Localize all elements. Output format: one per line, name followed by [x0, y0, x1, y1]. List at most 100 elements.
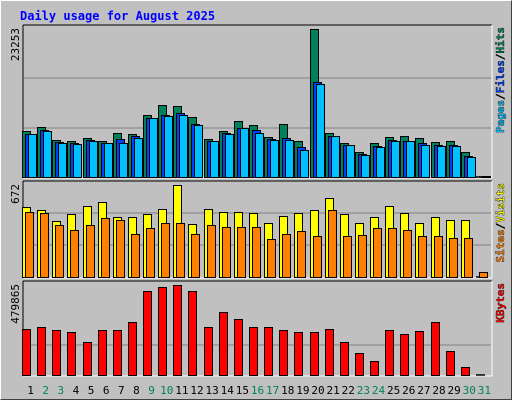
bar-kbytes	[204, 327, 213, 376]
legend-entry: Visits	[494, 183, 507, 223]
chart-title: Daily usage for August 2025	[20, 9, 216, 23]
bar-kbytes	[37, 327, 46, 376]
bar-sites	[434, 236, 443, 278]
legend-entry: Files	[494, 60, 507, 93]
day-label: 13	[205, 384, 218, 397]
day-label: 23	[357, 384, 370, 397]
bar-sites	[101, 218, 110, 278]
bar-sites	[161, 223, 170, 278]
bar-pages	[361, 155, 370, 178]
day-label: 7	[118, 384, 125, 397]
y-max-label: 23253	[9, 28, 22, 61]
bar-pages	[43, 131, 52, 178]
day-label: 9	[148, 384, 155, 397]
bar-sites	[207, 225, 216, 278]
day-label: 14	[221, 384, 235, 397]
bar-sites	[191, 234, 200, 278]
bar-pages	[270, 140, 279, 178]
bar-kbytes	[22, 329, 31, 376]
bar-sites	[55, 225, 64, 278]
bar-pages	[240, 128, 249, 178]
bar-kbytes	[67, 332, 76, 376]
bar-pages	[406, 141, 415, 178]
day-label: 8	[133, 384, 140, 397]
day-label: 15	[236, 384, 249, 397]
day-label: 19	[296, 384, 309, 397]
bar-kbytes	[249, 327, 258, 376]
bar-kbytes	[446, 351, 455, 376]
day-label: 28	[432, 384, 445, 397]
series-legend: Sites/Visits	[494, 183, 507, 263]
bar-sites	[373, 228, 382, 278]
day-label: 17	[266, 384, 279, 397]
y-max-label: 672	[9, 184, 22, 204]
bar-sites	[403, 230, 412, 278]
bar-kbytes	[234, 319, 243, 376]
bar-sites	[116, 220, 125, 278]
bar-pages	[28, 134, 37, 178]
bar-sites	[222, 227, 231, 278]
bar-kbytes	[264, 327, 273, 376]
day-label: 3	[58, 384, 65, 397]
bar-sites	[25, 212, 34, 278]
bar-kbytes	[294, 332, 303, 376]
bar-kbytes	[128, 322, 137, 376]
bar-pages	[89, 141, 98, 178]
day-label: 11	[175, 384, 188, 397]
bar-sites	[70, 230, 79, 278]
bar-sites	[358, 235, 367, 278]
day-label: 21	[327, 384, 340, 397]
bar-sites	[40, 213, 49, 278]
bar-pages	[467, 157, 476, 178]
bar-kbytes	[310, 332, 319, 376]
day-label: 27	[417, 384, 430, 397]
day-label: 29	[448, 384, 461, 397]
legend-entry: KBytes	[494, 283, 507, 323]
day-label: 18	[281, 384, 294, 397]
bar-kbytes	[279, 330, 288, 376]
bar-kbytes	[400, 334, 409, 376]
bar-sites	[131, 234, 140, 278]
legend-entry: /	[494, 53, 507, 60]
bar-pages	[376, 147, 385, 178]
day-label: 1	[27, 384, 34, 397]
bar-sites	[313, 236, 322, 278]
bar-pages	[58, 143, 67, 178]
bar-sites	[449, 238, 458, 278]
bar-sites	[86, 225, 95, 278]
day-label: 16	[251, 384, 264, 397]
day-label: 30	[463, 384, 476, 397]
bar-kbytes	[98, 330, 107, 376]
bar-pages	[119, 143, 128, 178]
legend-entry: /	[494, 93, 507, 100]
bar-kbytes	[415, 331, 424, 376]
bar-pages	[179, 115, 188, 178]
bar-pages	[194, 125, 203, 178]
bar-pages	[421, 145, 430, 178]
day-label: 24	[372, 384, 386, 397]
bar-sites	[297, 231, 306, 278]
bar-kbytes	[461, 367, 470, 376]
bar-sites	[176, 223, 185, 278]
day-label: 5	[88, 384, 95, 397]
bar-kbytes	[355, 353, 364, 376]
bar-pages	[164, 116, 173, 178]
bar-pages	[104, 143, 113, 178]
bar-kbytes	[385, 330, 394, 376]
legend-entry: Sites	[494, 229, 507, 262]
day-label: 25	[387, 384, 400, 397]
bar-kbytes	[113, 330, 122, 376]
bar-sites	[328, 210, 337, 278]
day-label: 6	[103, 384, 110, 397]
bar-kbytes	[52, 330, 61, 376]
bar-pages	[73, 144, 82, 178]
bar-sites	[418, 236, 427, 278]
bar-pages	[210, 141, 219, 178]
bar-sites	[464, 238, 473, 278]
bar-pages	[225, 134, 234, 178]
bar-kbytes	[173, 285, 182, 376]
bar-sites	[237, 227, 246, 278]
bar-pages	[285, 140, 294, 178]
